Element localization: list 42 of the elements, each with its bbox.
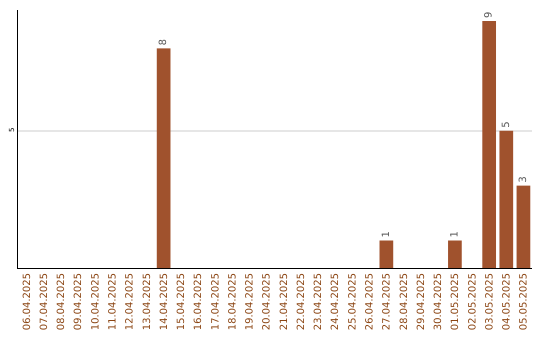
x-tick-label: 21.04.2025 [278, 273, 290, 330]
bar [380, 240, 394, 268]
x-tick-label: 24.04.2025 [330, 273, 342, 330]
data-label: 9 [484, 12, 495, 18]
x-tick-label: 08.04.2025 [56, 273, 68, 330]
x-tick-label: 01.05.2025 [450, 273, 462, 330]
x-tick-label: 16.04.2025 [193, 273, 204, 330]
x-tick-label: 20.04.2025 [262, 273, 273, 330]
x-tick-label: 17.04.2025 [210, 273, 222, 330]
x-tick-label: 06.04.2025 [22, 273, 33, 330]
x-tick-label: 13.04.2025 [142, 273, 153, 330]
x-tick-label: 29.04.2025 [416, 273, 427, 330]
x-tick-label: 15.04.2025 [176, 273, 188, 330]
x-tick-label: 11.04.2025 [107, 273, 118, 330]
data-label: 1 [449, 231, 460, 238]
x-tick-label: 02.05.2025 [467, 273, 478, 330]
x-tick-label: 10.04.2025 [90, 273, 102, 330]
x-tick-label: 03.05.2025 [484, 273, 496, 330]
x-tick-label: 07.04.2025 [38, 273, 50, 330]
x-tick-label: 04.05.2025 [502, 273, 513, 330]
x-tick-label: 30.04.2025 [433, 273, 444, 330]
data-label: 3 [518, 176, 529, 183]
x-tick-label: 25.04.2025 [347, 273, 358, 330]
data-label: 8 [158, 39, 170, 46]
x-tick-label: 23.04.2025 [313, 273, 324, 330]
data-label: 5 [500, 121, 512, 128]
x-tick-label: 28.04.2025 [398, 273, 410, 330]
x-tick-label: 26.04.2025 [364, 273, 376, 330]
data-label: 1 [380, 231, 392, 238]
x-tick-label: 14.04.2025 [158, 273, 170, 330]
x-tick-label: 27.04.2025 [382, 273, 393, 330]
bar [156, 48, 170, 268]
x-tick-label: 09.04.2025 [73, 273, 84, 330]
x-tick-label: 18.04.2025 [227, 273, 238, 330]
bar [499, 130, 514, 268]
x-tick-label: 12.04.2025 [124, 273, 136, 330]
bar [448, 240, 462, 268]
bar [516, 186, 530, 268]
x-tick-label: 22.04.2025 [296, 273, 307, 330]
bar [482, 20, 496, 268]
x-tick-label: 05.05.2025 [518, 273, 530, 330]
x-tick-label: 19.04.2025 [244, 273, 256, 330]
